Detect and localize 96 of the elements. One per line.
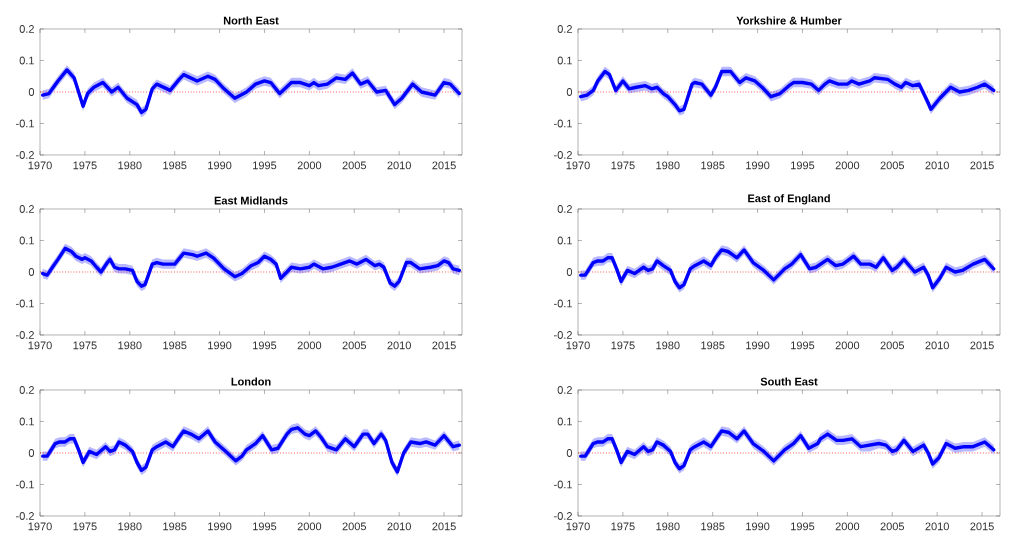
x-tick-label: 1985 — [163, 522, 187, 531]
x-tick-label: 1975 — [611, 161, 635, 170]
y-tick-label: 0 — [566, 88, 573, 96]
y-tick-label: 0.2 — [19, 386, 34, 394]
x-tick-label: 2005 — [880, 161, 905, 170]
chart-title: Yorkshire & Humber — [736, 16, 842, 25]
x-tick-label: 2010 — [925, 341, 949, 350]
y-tick-label: -0.1 — [554, 480, 572, 489]
x-tick-label: 1980 — [656, 341, 680, 350]
x-tick-label: 1995 — [791, 522, 815, 531]
x-tick-label: 1990 — [746, 522, 770, 531]
x-tick-label: 1990 — [746, 341, 770, 350]
x-tick-label: 1990 — [208, 522, 232, 531]
y-tick-label: -0.1 — [16, 299, 34, 308]
x-tick-label: 1970 — [28, 522, 52, 531]
x-tick-label: 2005 — [880, 341, 905, 350]
x-tick-label: 2010 — [925, 161, 949, 170]
x-tick-label: 2005 — [342, 161, 367, 170]
x-tick-label: 2010 — [387, 161, 411, 170]
x-tick-label: 1985 — [163, 341, 187, 350]
x-tick-label: 2010 — [387, 341, 411, 350]
y-tick-label: -0.1 — [554, 119, 572, 128]
x-tick-label: 2005 — [342, 522, 367, 531]
x-tick-label: 1975 — [611, 522, 635, 531]
y-tick-label: 0.1 — [557, 417, 572, 426]
x-tick-label: 1995 — [791, 161, 815, 170]
x-tick-label: 1985 — [701, 522, 725, 531]
x-tick-label: 2010 — [925, 522, 949, 531]
chart-title: London — [231, 377, 271, 386]
y-tick-label: 0 — [566, 449, 573, 457]
y-tick-label: 0 — [28, 268, 35, 276]
y-tick-label: 0.2 — [19, 205, 34, 213]
x-tick-label: 1980 — [118, 341, 142, 350]
y-tick-label: -0.2 — [16, 512, 34, 520]
x-tick-label: 1995 — [253, 161, 277, 170]
y-tick-label: 0.1 — [19, 236, 34, 245]
y-tick-label: -0.2 — [16, 151, 34, 159]
x-tick-label: 2000 — [835, 161, 860, 170]
x-tick-label: 2015 — [970, 522, 994, 531]
chart-title: South East — [760, 377, 818, 386]
x-tick-label: 2005 — [880, 522, 905, 531]
x-tick-label: 1995 — [791, 341, 815, 350]
x-tick-label: 1985 — [163, 161, 187, 170]
x-tick-label: 1995 — [253, 341, 277, 350]
y-tick-label: 0.1 — [557, 236, 572, 245]
y-tick-label: 0.1 — [557, 56, 572, 65]
x-tick-label: 1985 — [701, 161, 725, 170]
y-tick-label: 0 — [28, 88, 35, 96]
x-tick-label: 1970 — [566, 522, 590, 531]
x-tick-label: 2015 — [432, 161, 456, 170]
y-tick-label: 0 — [28, 449, 35, 457]
y-tick-label: -0.1 — [554, 299, 572, 308]
x-tick-label: 1980 — [118, 161, 142, 170]
x-tick-label: 2000 — [297, 341, 322, 350]
x-tick-label: 2015 — [970, 341, 994, 350]
x-tick-label: 2000 — [835, 522, 860, 531]
y-tick-label: 0.1 — [19, 417, 34, 426]
x-tick-label: 1990 — [208, 161, 232, 170]
x-tick-label: 1990 — [746, 161, 770, 170]
x-tick-label: 2015 — [432, 341, 456, 350]
y-tick-label: -0.2 — [16, 331, 34, 339]
x-tick-label: 1980 — [656, 522, 680, 531]
x-tick-label: 2000 — [297, 522, 322, 531]
x-tick-label: 1985 — [701, 341, 725, 350]
x-tick-label: 1980 — [656, 161, 680, 170]
chart-title: North East — [223, 16, 279, 25]
x-tick-label: 1990 — [208, 341, 232, 350]
x-tick-label: 1975 — [611, 341, 635, 350]
y-tick-label: 0.2 — [557, 25, 572, 33]
y-tick-label: 0.1 — [19, 56, 34, 65]
y-tick-label: 0.2 — [557, 205, 572, 213]
x-tick-label: 1970 — [566, 161, 590, 170]
y-tick-label: -0.1 — [16, 119, 34, 128]
x-tick-label: 1980 — [118, 522, 142, 531]
y-tick-label: -0.2 — [554, 512, 572, 520]
x-tick-label: 1970 — [566, 341, 590, 350]
y-tick-label: -0.2 — [554, 151, 572, 159]
x-tick-label: 1975 — [73, 522, 97, 531]
x-tick-label: 2015 — [432, 522, 456, 531]
y-tick-label: 0.2 — [557, 386, 572, 394]
x-tick-label: 1975 — [73, 161, 97, 170]
chart-title: East of England — [748, 194, 830, 205]
x-tick-label: 2010 — [387, 522, 411, 531]
y-tick-label: -0.1 — [16, 480, 34, 489]
chart-title: East Midlands — [214, 196, 288, 205]
x-tick-label: 1995 — [253, 522, 277, 531]
x-tick-label: 2000 — [297, 161, 322, 170]
y-tick-label: -0.2 — [554, 331, 572, 339]
x-tick-label: 1975 — [73, 341, 97, 350]
y-tick-label: 0 — [566, 268, 573, 276]
x-tick-label: 2000 — [835, 341, 860, 350]
x-tick-label: 1970 — [28, 341, 52, 350]
x-tick-label: 2005 — [342, 341, 367, 350]
x-tick-label: 2015 — [970, 161, 994, 170]
x-tick-label: 1970 — [28, 161, 52, 170]
y-tick-label: 0.2 — [19, 25, 34, 33]
